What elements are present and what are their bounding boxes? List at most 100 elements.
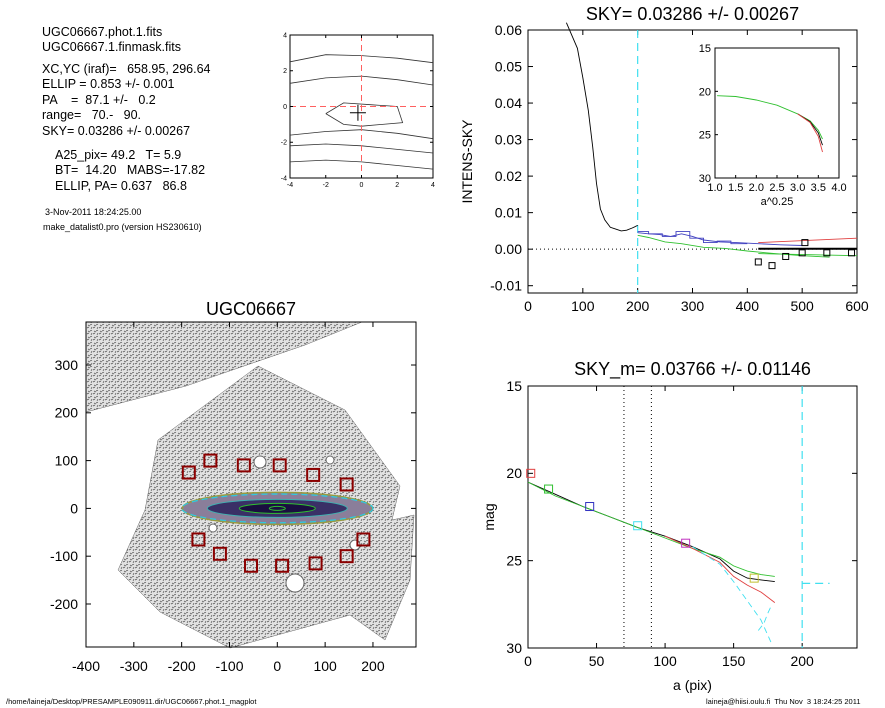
x-tick-label: -100 [215,658,243,674]
sky-box [212,546,227,561]
mag-plot-title: SKY_m= 0.03766 +/- 0.01146 [574,359,811,380]
y-tick-label: 4 [283,32,287,39]
sky-plot-title: SKY= 0.03286 +/- 0.00267 [586,4,799,24]
masked-star [253,455,267,469]
y-tick-label: 100 [55,453,79,469]
y-tick-label: 0.05 [495,58,522,74]
info-line: PA = 87.1 +/- 0.2 [42,93,156,107]
x-tick-label: -2 [323,182,329,189]
footer-user: laineja@hiisi.oulu.fi Thu Nov 3 18:24:25… [706,697,861,706]
mag-profile-line [757,604,773,631]
info-line: SKY= 0.03286 +/- 0.00267 [42,124,191,138]
sky-box [339,477,354,492]
inset-x-tick-label: 2.5 [769,182,784,194]
y-tick-label: -0.01 [490,278,522,294]
mag-marker [526,468,536,478]
x-tick-label: 0 [524,653,532,669]
x-tick-label: 300 [681,298,705,314]
inset-y-tick-label: 30 [699,173,711,185]
y-tick-label: -4 [281,175,287,182]
inset-y-tick-label: 25 [699,130,711,142]
inset-frame [714,47,840,179]
y-tick-label: 0.04 [495,95,522,111]
y-tick-label: 300 [55,357,79,373]
info-line: BT= 14.20 MABS=-17.82 [55,163,206,177]
info-line: ELLIP = 0.853 +/- 0.001 [42,77,175,91]
inset-profile-line [717,95,823,140]
sky-box-point [782,252,790,260]
sky-box [236,458,251,473]
profile-line [565,22,638,232]
sky-box [244,558,258,573]
sky-box-point [801,239,809,247]
sky-box [275,558,290,573]
masked-star [325,455,335,465]
x-tick-label: 600 [845,298,869,314]
y-tick-label: 30 [506,640,522,656]
y-tick-label: -200 [50,596,78,612]
sky-box [203,453,218,468]
galaxy-title: UGC06667 [206,299,296,319]
inset-x-tick-label: 1.5 [728,182,743,194]
sky-box-point [848,249,856,257]
sky-box [272,458,287,473]
inset-xlabel: a^0.25 [761,196,794,208]
info-line: UGC06667.phot.1.fits [42,25,163,39]
y-tick-label: 15 [506,378,522,394]
masked-star [208,523,218,533]
mag-profile-line [527,481,775,577]
galaxy-nucleus [268,505,286,511]
y-tick-label: 25 [506,553,522,569]
sky-box [339,549,354,564]
y-tick-label: -2 [281,140,287,147]
sky-plot-ylabel: INTENS-SKY [459,119,475,204]
x-tick-label: 100 [571,298,595,314]
x-tick-label: 100 [653,653,677,669]
x-tick-label: 0 [360,182,364,189]
y-tick-label: 2 [283,68,287,75]
sky-box [181,465,196,480]
x-tick-label: 200 [790,653,814,669]
y-tick-label: 0.06 [495,22,522,38]
masked-star [285,573,305,593]
y-tick-label: 0.00 [495,241,522,257]
x-tick-label: 0 [273,658,281,674]
y-tick-label: 0.02 [495,168,522,184]
sky-box-point [798,249,806,257]
y-tick-label: 200 [55,405,79,421]
x-tick-label: 500 [790,298,814,314]
mag-plot-ylabel: mag [481,503,497,530]
x-tick-label: 4 [431,182,435,189]
x-tick-label: 50 [589,653,605,669]
inset-x-tick-label: 4.0 [831,182,846,194]
mag-marker [749,573,759,583]
sky-histogram [637,231,748,245]
isophote-line [325,102,404,127]
galaxy-frame [85,321,417,648]
mag-profile-line [664,535,776,603]
mag-marker [681,538,691,548]
x-tick-label: 0 [524,298,532,314]
info-line: XC,YC (iraf)= 658.95, 296.64 [42,62,211,76]
x-tick-label: 200 [626,298,650,314]
sky-box [356,532,371,547]
x-tick-label: 2 [395,182,399,189]
mag-marker [544,484,554,494]
x-tick-label: 200 [361,658,385,674]
y-tick-label: 0.01 [495,205,522,221]
timestamp: 3-Nov-2011 18:24:25.00 [45,207,142,217]
y-tick-label: 20 [506,465,522,481]
sky-ellipse [181,493,374,524]
program-version: make_datalist0.pro (version HS230610) [43,222,202,232]
info-line: A25_pix= 49.2 T= 5.9 [55,148,182,162]
sky-box-point [823,249,831,257]
inset-x-tick-label: 3.5 [811,182,826,194]
sky-box [308,556,323,571]
x-tick-label: -200 [168,658,196,674]
y-tick-label: 0 [283,104,287,111]
y-tick-label: -100 [50,548,78,564]
